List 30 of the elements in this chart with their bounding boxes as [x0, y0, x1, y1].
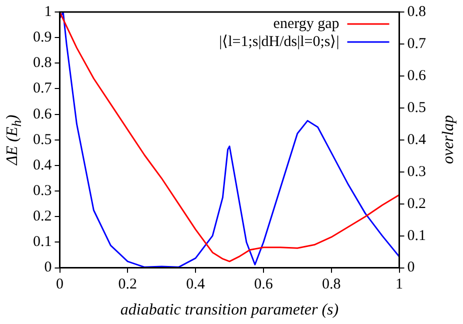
- x-tick-label: 0.4: [186, 276, 206, 293]
- y-tick-label: 0.8: [33, 55, 52, 72]
- y2-tick-label: 0.1: [407, 228, 426, 244]
- x-tick-label: 1: [396, 276, 403, 293]
- y-tick-label: 0.5: [33, 132, 52, 148]
- y-tick-label: 0.9: [33, 30, 52, 46]
- legend-label: energy gap: [273, 16, 340, 32]
- y-tick-label: 0.3: [33, 182, 52, 199]
- y2-tick-label: 0.5: [407, 100, 426, 116]
- x-tick-label: 0.8: [322, 276, 341, 293]
- y2-tick-label: 0.3: [407, 164, 426, 180]
- x-tick-label: 0: [56, 276, 64, 293]
- x-tick-label: 0.6: [254, 276, 274, 293]
- y-tick-label: 0.7: [33, 80, 52, 97]
- y2-tick-label: 0.2: [407, 196, 426, 212]
- y-tick-label: 0.1: [33, 234, 52, 250]
- x-tick-label: 0.2: [118, 276, 138, 293]
- y-tick-label: 0.4: [33, 157, 52, 174]
- y2-tick-label: 0: [407, 260, 415, 276]
- y2-tick-label: 0.6: [407, 68, 426, 84]
- y2-tick-label: 0.4: [407, 132, 426, 148]
- y2-tick-label: 0.7: [407, 36, 426, 52]
- x-axis-title: adiabatic transition parameter (s): [120, 302, 339, 319]
- y-tick-label: 0.2: [33, 208, 52, 225]
- y-tick-label: 0.6: [33, 106, 52, 122]
- legend-label: |⟨l=1;s|dH/ds|l=0;s⟩|: [219, 34, 340, 50]
- y-tick-label: 1: [44, 4, 52, 20]
- y-tick-label: 0: [44, 260, 52, 276]
- y2-tick-label: 0.8: [407, 4, 426, 20]
- y2-axis-title: overlap: [440, 116, 458, 164]
